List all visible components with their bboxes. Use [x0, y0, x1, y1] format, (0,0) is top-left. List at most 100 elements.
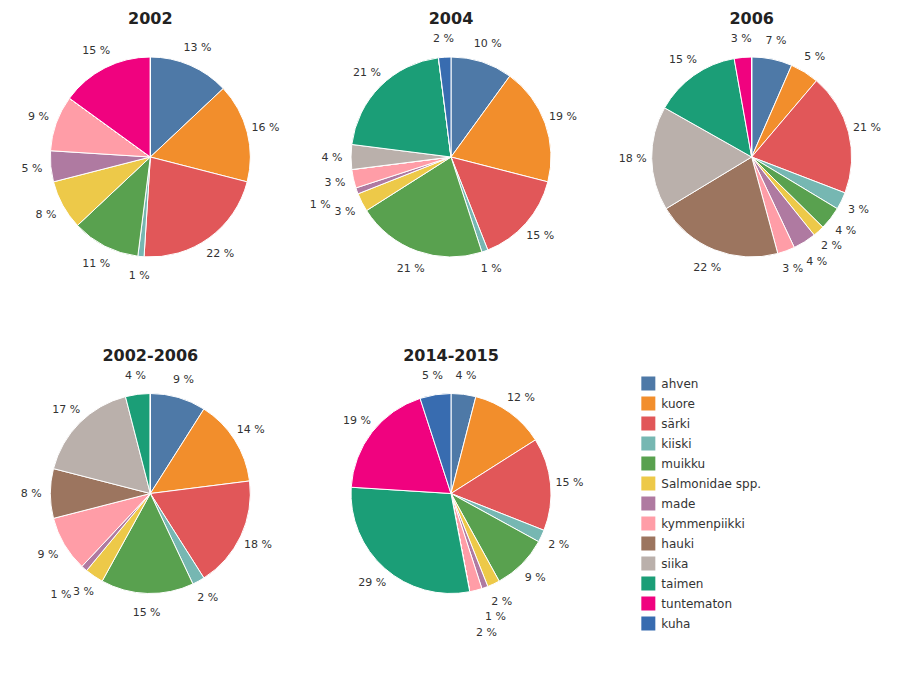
- data-label: 15 %: [82, 44, 110, 57]
- legend-item: siika: [641, 557, 688, 571]
- data-label: 3 %: [334, 205, 355, 218]
- pie-chart: 2002-20069 %14 %18 %2 %15 %3 %1 %9 %8 %1…: [21, 346, 272, 619]
- data-label: 8 %: [21, 487, 42, 500]
- chart-title: 2006: [729, 9, 774, 28]
- legend-item: Salmonidae spp.: [641, 477, 761, 491]
- chart-title: 2002-2006: [102, 346, 198, 365]
- data-label: 21 %: [397, 262, 425, 275]
- data-label: 19 %: [549, 110, 577, 123]
- data-label: 15 %: [526, 229, 554, 242]
- data-label: 1 %: [129, 269, 150, 282]
- data-label: 2 %: [476, 626, 497, 639]
- data-label: 29 %: [358, 576, 386, 589]
- data-label: 5 %: [804, 50, 825, 63]
- slices: [351, 57, 551, 257]
- data-label: 3 %: [73, 585, 94, 598]
- data-label: 2 %: [197, 591, 218, 604]
- data-label: 4 %: [806, 255, 827, 268]
- data-label: 3 %: [731, 32, 752, 45]
- data-labels: 10 %19 %15 %1 %21 %3 %1 %3 %4 %21 %2 %: [310, 32, 577, 276]
- data-label: 2 %: [548, 538, 569, 551]
- pie-chart: 200410 %19 %15 %1 %21 %3 %1 %3 %4 %21 %2…: [310, 9, 577, 275]
- legend-item: tuntematon: [641, 597, 732, 611]
- legend-swatch: [641, 457, 655, 471]
- legend-item: kymmenpiikki: [641, 517, 745, 531]
- legend-swatch: [641, 517, 655, 531]
- data-label: 4 %: [455, 369, 476, 382]
- pie-slice: [69, 57, 150, 157]
- data-label: 4 %: [322, 151, 343, 164]
- pie-chart: 2014-20154 %12 %15 %2 %9 %2 %1 %2 %29 %1…: [343, 346, 583, 639]
- legend-item: hauki: [641, 537, 694, 551]
- data-label: 3 %: [848, 203, 869, 216]
- legend-swatch: [641, 617, 655, 631]
- pie-slice: [352, 58, 451, 157]
- chart-title: 2014-2015: [403, 346, 499, 365]
- chart-title: 2004: [429, 9, 474, 28]
- legend-item: kiiski: [641, 437, 691, 451]
- data-label: 2 %: [433, 32, 454, 45]
- data-label: 16 %: [252, 121, 280, 134]
- pie-slice: [150, 394, 151, 494]
- data-label: 2 %: [821, 239, 842, 252]
- data-label: 14 %: [237, 423, 265, 436]
- pie-slice: [144, 157, 247, 257]
- data-label: 4 %: [835, 224, 856, 237]
- data-label: 10 %: [474, 37, 502, 50]
- data-label: 5 %: [21, 162, 42, 175]
- legend-swatch: [641, 597, 655, 611]
- pie-slice: [150, 409, 249, 493]
- legend-label: ahven: [661, 377, 698, 391]
- figure: 2002 13 % 16 % 22 % 1 % 11 % 8 % 5 % 9 % 15 % 2004…: [0, 0, 902, 673]
- data-label: 8 %: [36, 208, 57, 221]
- data-label: 9 %: [37, 548, 58, 561]
- data-label: 21 %: [353, 66, 381, 79]
- data-label: 22 %: [693, 261, 721, 274]
- data-label: 9 %: [525, 571, 546, 584]
- legend-swatch: [641, 477, 655, 491]
- data-label: 12 %: [507, 391, 535, 404]
- data-label: 3 %: [324, 176, 345, 189]
- legend-swatch: [641, 417, 655, 431]
- pie-chart: 20067 %5 %21 %3 %4 %2 %4 %3 %22 %18 %15 …: [619, 9, 881, 275]
- legend-item: särki: [641, 417, 690, 431]
- pie-chart: 200213 %16 %22 %1 %11 %8 %5 %9 %15 %: [21, 9, 279, 282]
- pie-slice: [150, 57, 151, 157]
- legend-swatch: [641, 497, 655, 511]
- data-label: 1 %: [51, 588, 72, 601]
- legend-swatch: [641, 557, 655, 571]
- data-label: 15 %: [669, 53, 697, 66]
- data-label: 11 %: [82, 257, 110, 270]
- pie-slice: [438, 57, 451, 157]
- data-label: 18 %: [619, 152, 647, 165]
- pie-slice: [420, 394, 451, 494]
- legend-item: kuore: [641, 397, 695, 411]
- data-label: 18 %: [244, 538, 272, 551]
- data-label: 1 %: [485, 610, 506, 623]
- legend-label: made: [661, 497, 695, 511]
- legend-item: made: [641, 497, 695, 511]
- data-label: 1 %: [310, 198, 331, 211]
- data-label: 1 %: [481, 262, 502, 275]
- legend-swatch: [641, 397, 655, 411]
- legend-label: kymmenpiikki: [661, 517, 745, 531]
- data-label: 9 %: [173, 373, 194, 386]
- pie-slice: [734, 57, 752, 157]
- legend-label: kuore: [661, 397, 695, 411]
- data-label: 17 %: [52, 403, 80, 416]
- data-label: 7 %: [765, 34, 786, 47]
- data-label: 13 %: [184, 41, 212, 54]
- legend-label: tuntematon: [661, 597, 732, 611]
- data-label: 15 %: [555, 476, 583, 489]
- data-label: 9 %: [28, 110, 49, 123]
- legend-item: muikku: [641, 457, 705, 471]
- data-labels: 7 %5 %21 %3 %4 %2 %4 %3 %22 %18 %15 %3 %: [619, 32, 881, 275]
- chart-title: 2002: [128, 9, 173, 28]
- legend-label: kuha: [661, 617, 690, 631]
- pie-slice: [438, 58, 451, 157]
- slices: [50, 57, 250, 257]
- legend-label: hauki: [661, 537, 694, 551]
- data-label: 2 %: [491, 595, 512, 608]
- legend-swatch: [641, 537, 655, 551]
- legend-label: Salmonidae spp.: [661, 477, 761, 491]
